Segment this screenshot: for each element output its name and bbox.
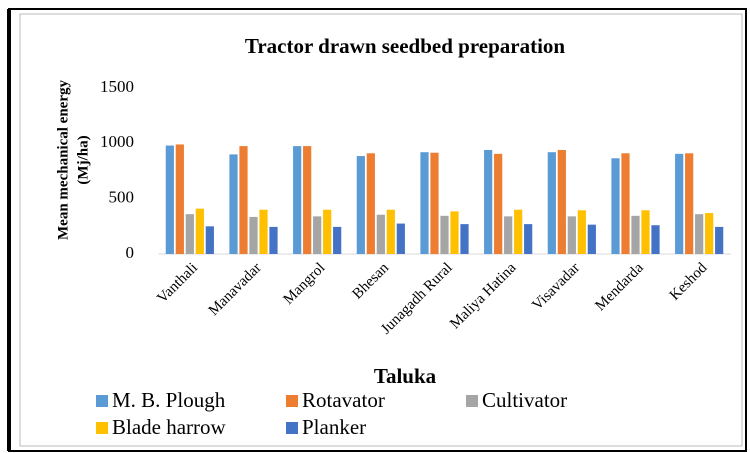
x-tick-label: Mangrol: [281, 260, 329, 308]
bar: [494, 153, 503, 254]
legend-swatch: [96, 395, 108, 407]
bar: [333, 226, 342, 254]
legend-label: Rotavator: [302, 388, 385, 412]
bar: [450, 211, 459, 254]
x-tick-label: Bhesan: [350, 260, 393, 303]
bar: [641, 210, 650, 254]
legend-swatch: [96, 422, 108, 434]
bar: [557, 149, 566, 254]
bar: [460, 224, 469, 254]
bar: [715, 226, 724, 254]
x-tick-label: Mendarda: [592, 260, 647, 315]
bar: [165, 145, 174, 254]
legend-swatch: [286, 395, 298, 407]
bar: [524, 224, 533, 254]
bar: [376, 214, 385, 254]
x-tick-label: Maliya Hatina: [447, 260, 520, 333]
bar: [621, 153, 630, 254]
bar: [195, 208, 204, 254]
legend-swatch: [466, 395, 478, 407]
bar: [514, 209, 523, 254]
bar: [396, 223, 405, 254]
x-tick-label: Visavadar: [529, 260, 583, 314]
bar: [323, 209, 332, 254]
bar: [205, 226, 214, 254]
y-axis-label: Mean mechanical energy: [55, 80, 71, 240]
chart-title: Tractor drawn seedbed preparation: [245, 34, 566, 58]
x-axis-label: Taluka: [374, 364, 437, 388]
y-tick-label: 1500: [100, 77, 134, 96]
bar: [651, 225, 660, 254]
bar: [631, 215, 640, 254]
bar: [303, 146, 312, 254]
bar: [685, 153, 694, 254]
bar: [587, 224, 596, 254]
bar: [547, 152, 556, 254]
y-tick-label: 1000: [100, 132, 134, 151]
bar: [366, 153, 375, 254]
bar: [504, 216, 513, 254]
y-tick-label: 0: [126, 243, 135, 262]
x-tick-label: Manavadar: [206, 260, 265, 319]
bar: [484, 149, 493, 254]
bar: [229, 154, 238, 254]
bar: [259, 209, 268, 254]
legend-label: Blade harrow: [112, 415, 227, 439]
y-tick-label: 500: [109, 188, 135, 207]
bar: [705, 213, 714, 254]
bar: [440, 215, 449, 254]
chart-frame: [19, 13, 743, 447]
bar: [675, 153, 684, 254]
bar: [356, 156, 365, 254]
legend-label: M. B. Plough: [112, 388, 226, 412]
x-tick-label: Keshod: [667, 260, 711, 304]
bar: [567, 216, 576, 254]
legend-label: Planker: [302, 415, 366, 439]
bar: [313, 216, 322, 254]
legend-swatch: [286, 422, 298, 434]
bar: [420, 152, 429, 254]
bar: [269, 226, 278, 254]
bar: [577, 210, 586, 254]
bar: [695, 214, 704, 254]
bar: [249, 216, 258, 254]
x-tick-label: Vanthali: [154, 260, 201, 307]
bar: [175, 144, 184, 254]
bar: [430, 152, 439, 254]
bar: [239, 146, 248, 254]
bar: [293, 146, 302, 254]
bar: [611, 158, 620, 254]
legend-label: Cultivator: [482, 388, 567, 412]
bar: [386, 209, 395, 254]
bar: [185, 214, 194, 254]
y-axis-label: (Mj/ha): [75, 135, 91, 184]
